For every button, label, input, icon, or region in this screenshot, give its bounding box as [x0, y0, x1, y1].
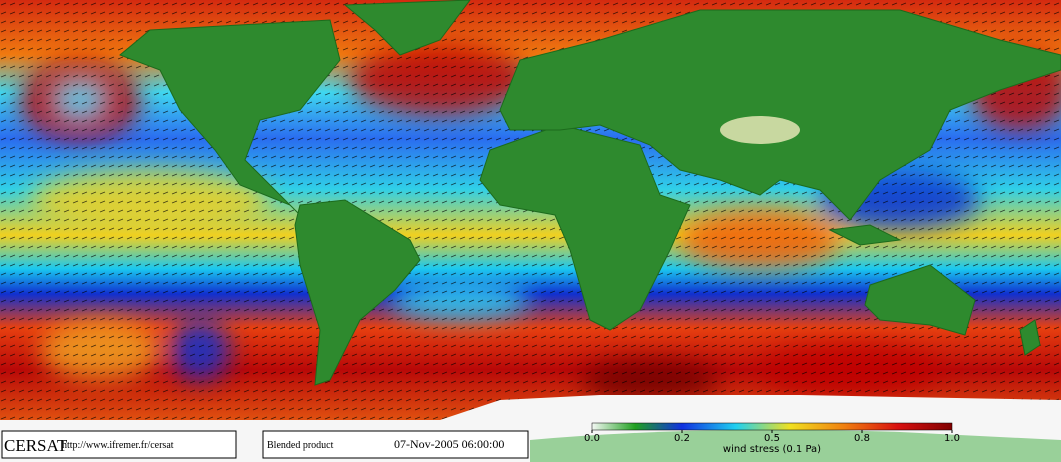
product-box	[262, 430, 529, 459]
colorbar-tick-label: 1.0	[944, 433, 960, 444]
datetime: 07-Nov-2005 06:00:00	[394, 437, 504, 451]
colorbar-label: wind stress (0.1 Pa)	[723, 444, 821, 455]
product: Blended product	[267, 440, 334, 451]
logo-box	[1, 430, 237, 459]
antarctica-relief	[530, 429, 1061, 462]
colorbar-tick-label: 0.8	[854, 433, 870, 444]
url: http://www.ifremer.fr/cersat	[62, 440, 174, 451]
colorbar-tick-label: 0.2	[674, 433, 690, 444]
colorbar-tick-label: 0.0	[584, 433, 600, 444]
land	[119, 0, 1061, 386]
logo: CERSAT	[4, 436, 68, 455]
colorbar-tick-label: 0.5	[764, 433, 780, 444]
colorbar	[591, 422, 953, 431]
